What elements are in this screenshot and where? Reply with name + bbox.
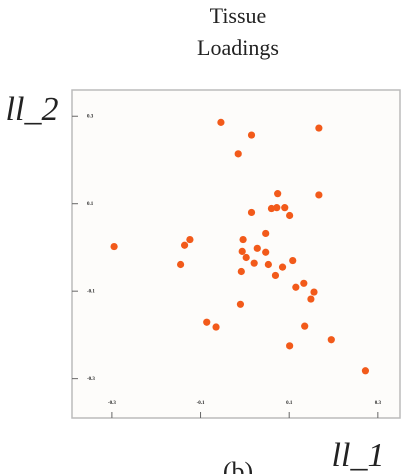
point bbox=[239, 235, 247, 244]
point bbox=[300, 279, 308, 287]
point bbox=[238, 247, 246, 255]
point bbox=[286, 211, 294, 220]
point bbox=[289, 256, 297, 265]
point bbox=[274, 190, 282, 198]
point bbox=[234, 150, 242, 158]
y-tick-label: 0.1 bbox=[87, 202, 94, 207]
point bbox=[247, 208, 256, 217]
point bbox=[292, 283, 300, 291]
point bbox=[250, 259, 258, 267]
point bbox=[310, 288, 318, 296]
point bbox=[315, 191, 323, 199]
point bbox=[315, 124, 323, 132]
point bbox=[212, 323, 220, 331]
y-tick-label: -0.3 bbox=[87, 377, 95, 382]
point bbox=[253, 244, 261, 252]
x-tick-label: 0.1 bbox=[286, 401, 293, 406]
point bbox=[110, 242, 118, 251]
point bbox=[281, 204, 289, 212]
x-tick-label: 0.3 bbox=[375, 401, 382, 406]
plot-area bbox=[71, 89, 401, 419]
point bbox=[180, 241, 189, 249]
point bbox=[217, 118, 225, 126]
point bbox=[267, 204, 276, 213]
y-tick-label: -0.1 bbox=[87, 289, 95, 294]
chart-title: Tissue Loadings bbox=[197, 3, 279, 60]
point bbox=[186, 235, 194, 244]
point bbox=[236, 300, 245, 308]
y-axis-label: ll_2 bbox=[6, 91, 59, 128]
point bbox=[361, 367, 370, 375]
point bbox=[278, 263, 287, 271]
point bbox=[262, 248, 270, 256]
point bbox=[237, 267, 245, 276]
point bbox=[286, 342, 294, 350]
y-tick-label: 0.3 bbox=[87, 114, 94, 119]
point bbox=[327, 336, 335, 344]
point bbox=[271, 271, 280, 280]
point bbox=[273, 204, 281, 212]
point bbox=[242, 253, 250, 262]
caption: (b) bbox=[223, 457, 253, 474]
point bbox=[247, 131, 256, 139]
point bbox=[264, 260, 272, 269]
x-tick-label: -0.1 bbox=[197, 401, 205, 406]
point bbox=[301, 322, 309, 330]
x-tick-label: -0.3 bbox=[108, 401, 116, 406]
point bbox=[307, 295, 315, 303]
point bbox=[203, 318, 211, 326]
point bbox=[176, 260, 185, 269]
point bbox=[262, 229, 270, 238]
x-axis-label: ll_1 bbox=[332, 437, 385, 474]
